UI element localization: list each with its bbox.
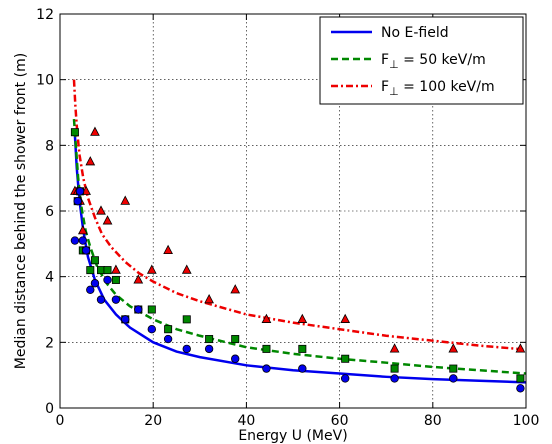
fit-curve-series-3 (72, 79, 527, 351)
data-point-square (103, 266, 112, 275)
y-tick-label: 10 (36, 73, 54, 89)
x-tick-label: 20 (144, 413, 162, 429)
y-tick-label: 6 (45, 204, 54, 220)
y-tick-label: 0 (45, 401, 54, 417)
data-point-circle (75, 187, 85, 196)
data-point-circle (147, 325, 157, 334)
data-point-square (86, 266, 95, 275)
data-point-circle (516, 384, 525, 393)
data-point-triangle (102, 215, 113, 225)
data-point-square (182, 315, 191, 324)
data-point-circle (262, 364, 271, 373)
data-point-square (90, 256, 99, 265)
y-tick-label: 8 (45, 138, 54, 154)
data-point-square (390, 364, 399, 373)
data-point-circle (111, 295, 121, 304)
x-tick-label: 80 (424, 413, 442, 429)
data-point-triangle (90, 126, 100, 136)
data-point-triangle (111, 264, 121, 274)
legend: No E-field F⊥ = 50 keV/m F⊥ = 100 keV/m (319, 16, 524, 105)
data-point-square (298, 344, 307, 353)
data-point-triangle (204, 293, 214, 304)
data-point-triangle (448, 343, 459, 353)
data-point-triangle (163, 244, 173, 255)
y-axis-label: Median distance behind the shower front … (13, 53, 29, 369)
data-point-circle (390, 374, 399, 383)
data-point-circle (121, 315, 130, 324)
data-points (70, 126, 526, 393)
data-point-triangle (389, 343, 400, 353)
data-point-square (449, 364, 458, 373)
legend-entry-label: F⊥ = 50 keV/m (381, 52, 486, 71)
data-point-triangle (261, 313, 272, 323)
x-tick-label: 40 (237, 413, 255, 429)
data-point-circle (96, 295, 106, 304)
x-tick-label: 100 (513, 413, 540, 429)
data-point-square (205, 335, 214, 344)
data-point-triangle (515, 343, 526, 353)
data-point-circle (163, 334, 173, 344)
data-point-square (164, 325, 173, 334)
data-point-triangle (85, 156, 96, 166)
data-point-circle (81, 246, 91, 255)
data-point-circle (231, 354, 240, 363)
data-point-circle (182, 344, 191, 354)
data-point-square (97, 266, 106, 275)
data-point-circle (298, 364, 307, 373)
data-point-square (231, 335, 240, 344)
data-point-triangle (146, 264, 157, 274)
data-point-square (262, 344, 271, 353)
y-tick-label: 2 (45, 335, 54, 351)
data-point-triangle (96, 205, 106, 215)
data-point-circle (449, 374, 458, 383)
x-axis-label: Energy U (MeV) (238, 428, 347, 444)
data-point-circle (204, 344, 214, 354)
y-tick-label: 4 (45, 270, 54, 286)
data-point-square (111, 275, 120, 284)
data-point-triangle (120, 195, 131, 205)
data-point-circle (78, 236, 88, 245)
data-point-circle (73, 196, 82, 206)
data-point-triangle (181, 264, 192, 274)
x-tick-label: 0 (56, 413, 65, 429)
legend-entry-label: No E-field (381, 25, 449, 41)
x-tick-label: 60 (331, 413, 349, 429)
data-point-circle (103, 275, 112, 285)
data-point-circle (70, 236, 80, 245)
data-point-circle (86, 285, 95, 294)
data-point-triangle (297, 313, 308, 323)
data-point-circle (134, 305, 143, 314)
data-point-circle (90, 279, 100, 288)
data-point-square (70, 128, 79, 137)
data-point-triangle (77, 225, 88, 235)
axis-ticks: 0 20 40 60 80 100 0 2 4 6 8 10 12 (36, 7, 539, 429)
data-point-triangle (340, 313, 351, 323)
legend-entry-label: F⊥ = 100 keV/m (381, 79, 495, 98)
data-point-triangle (230, 284, 241, 294)
data-point-square (341, 354, 350, 363)
data-point-triangle (133, 274, 144, 284)
data-point-square (516, 374, 525, 383)
data-point-square (147, 305, 156, 314)
y-tick-label: 12 (36, 7, 54, 23)
data-point-circle (340, 374, 350, 383)
